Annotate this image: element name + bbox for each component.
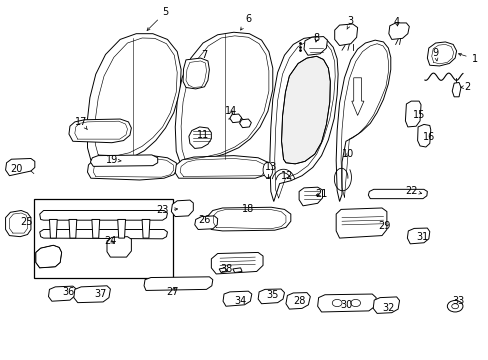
Text: 15: 15 [412,110,425,120]
Polygon shape [194,216,217,229]
Text: 28: 28 [292,296,305,306]
Polygon shape [40,211,167,220]
Text: 5: 5 [147,7,168,31]
Text: 37: 37 [94,289,106,299]
Text: 21: 21 [315,189,327,199]
Polygon shape [304,37,327,55]
Text: 23: 23 [156,205,177,215]
Text: 13: 13 [264,162,277,172]
Polygon shape [299,187,322,206]
Polygon shape [5,211,31,237]
Polygon shape [87,156,177,180]
Text: 2: 2 [460,82,470,92]
Text: 4: 4 [393,17,399,27]
Bar [34,199,172,278]
Text: 33: 33 [451,296,463,306]
Text: 10: 10 [341,149,353,159]
Polygon shape [90,155,158,166]
Polygon shape [407,228,429,244]
Polygon shape [285,293,310,309]
Polygon shape [175,32,272,163]
Text: 14: 14 [224,106,237,116]
Polygon shape [269,37,337,202]
Polygon shape [40,229,167,239]
Polygon shape [74,286,110,303]
Text: 7: 7 [201,50,207,60]
Polygon shape [118,220,125,238]
Circle shape [451,304,458,309]
Polygon shape [171,200,193,217]
Text: 24: 24 [104,236,116,246]
Polygon shape [335,208,386,238]
Polygon shape [87,34,181,161]
Polygon shape [258,289,284,304]
Polygon shape [239,119,251,128]
Polygon shape [367,189,427,199]
Text: 29: 29 [378,221,390,231]
Text: 36: 36 [62,287,74,297]
Polygon shape [48,286,76,301]
Polygon shape [229,114,241,123]
Text: 9: 9 [432,48,438,61]
Circle shape [331,300,341,307]
Text: 3: 3 [346,17,353,29]
Polygon shape [188,127,211,148]
Polygon shape [223,291,251,306]
Polygon shape [263,162,272,178]
Text: 32: 32 [382,303,394,314]
Polygon shape [107,237,131,257]
Polygon shape [334,24,357,45]
Text: 12: 12 [281,171,293,181]
Text: 18: 18 [242,204,254,215]
Polygon shape [207,207,290,231]
Polygon shape [175,156,269,178]
Text: 25: 25 [20,217,32,227]
Polygon shape [232,268,242,273]
Circle shape [447,301,462,312]
Text: 30: 30 [340,300,352,310]
Polygon shape [417,125,430,147]
Polygon shape [92,220,100,238]
Text: 19: 19 [105,155,121,165]
Polygon shape [36,245,61,268]
Text: 26: 26 [198,215,210,225]
Polygon shape [5,158,35,176]
Circle shape [350,300,360,307]
Polygon shape [49,220,57,238]
Polygon shape [69,119,131,143]
Polygon shape [142,220,150,238]
Polygon shape [211,252,263,274]
Text: 20: 20 [10,163,22,174]
Polygon shape [317,294,375,312]
Polygon shape [69,220,77,238]
Polygon shape [351,78,363,116]
Polygon shape [335,40,390,202]
Polygon shape [405,101,420,127]
Polygon shape [427,42,456,66]
Text: 35: 35 [266,290,278,300]
Text: 11: 11 [197,130,209,140]
Text: 1: 1 [458,53,477,64]
Text: 16: 16 [422,132,434,142]
Text: 17: 17 [75,117,87,130]
Polygon shape [183,58,209,89]
Polygon shape [388,23,408,40]
Text: 22: 22 [404,186,421,196]
Text: 8: 8 [313,33,319,43]
Text: 38: 38 [220,264,232,274]
Polygon shape [451,82,460,97]
Text: 31: 31 [415,232,427,242]
Text: 34: 34 [234,296,246,306]
Text: 27: 27 [166,287,178,297]
Polygon shape [144,277,212,291]
Polygon shape [281,56,330,164]
Polygon shape [219,268,227,273]
Polygon shape [372,297,399,314]
Text: 6: 6 [240,14,251,30]
